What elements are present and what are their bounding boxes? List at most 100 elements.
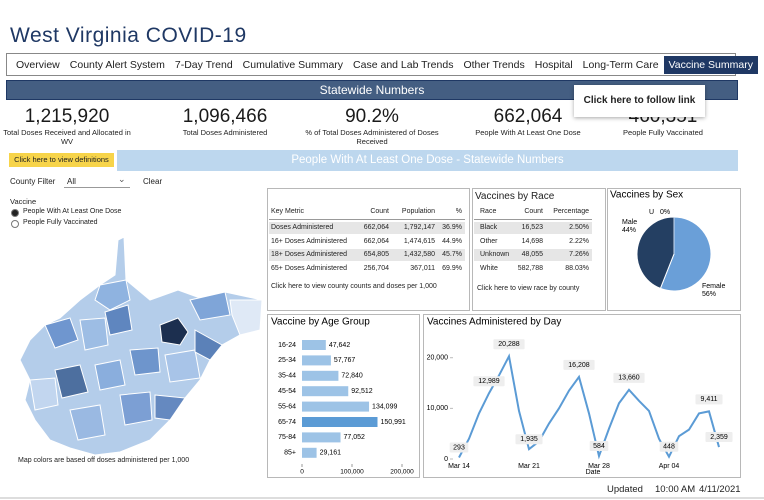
value-label: 584 (593, 443, 605, 450)
nav-tab[interactable]: Cumulative Summary (242, 58, 344, 71)
chart-title: Vaccines Administered by Day (427, 317, 561, 328)
table-cell: 654,805 (363, 251, 389, 258)
header-rule (269, 219, 465, 220)
table-header: Key Metric (271, 208, 305, 215)
table-cell: 44.9% (442, 237, 462, 245)
value-label: 57,767 (334, 357, 356, 364)
page-title: West Virginia COVID-19 (10, 24, 247, 47)
label-box (659, 441, 679, 452)
nav-tab[interactable]: Other Trends (463, 58, 525, 71)
map-note: Map colors are based off doses administe… (18, 457, 190, 464)
footer-label: Updated (607, 484, 643, 495)
label-box (515, 434, 543, 445)
pie-value-label: 44% (622, 227, 636, 234)
kpi-label: People With At Least One Dose (475, 128, 581, 137)
label-box (473, 376, 505, 387)
chart-title: Vaccine by Age Group (271, 317, 370, 328)
table-cell: Doses Administered (271, 224, 334, 231)
county[interactable] (164, 349, 201, 383)
table-cell: 367,011 (410, 264, 435, 272)
pie-label: U (649, 209, 654, 216)
y-tick-label: 16-24 (278, 342, 296, 349)
y-tick-label: 65-74 (278, 419, 296, 426)
county[interactable] (44, 317, 79, 349)
table-cell: 7.26% (569, 251, 589, 258)
radio-label: People With At Least One Dose (23, 208, 122, 215)
statewide-banner: Statewide Numbers (6, 80, 738, 100)
label-box (493, 339, 525, 350)
x-tick-label: 0 (300, 469, 304, 476)
label-box (705, 432, 733, 443)
county[interactable] (159, 317, 189, 346)
county[interactable] (154, 394, 186, 421)
county[interactable] (229, 299, 263, 336)
kpi-label: % of Total Doses Administered of Doses R… (305, 128, 439, 146)
clear-button[interactable]: Clear (143, 177, 163, 186)
county[interactable] (29, 377, 59, 411)
x-tick-label: Apr 04 (659, 463, 680, 470)
county[interactable] (69, 404, 106, 441)
x-tick-label: Mar 21 (518, 463, 540, 470)
vaccine-label: Vaccine (10, 197, 37, 206)
table-cell: 45.7% (442, 251, 462, 258)
bar (302, 447, 317, 458)
nav-tab[interactable]: 7-Day Trend (174, 58, 233, 71)
row-band (269, 222, 465, 234)
kpi-label: Total Doses Administered (182, 128, 268, 137)
county[interactable] (94, 359, 126, 391)
bar (302, 417, 378, 427)
county[interactable] (104, 304, 133, 336)
table-cell: 2.22% (569, 237, 589, 245)
table-cell: 1,792,147 (403, 224, 435, 231)
radio-button[interactable] (11, 220, 19, 228)
nav-tab[interactable]: Overview (16, 58, 60, 71)
value-label: 47,642 (329, 342, 351, 349)
value-label: 20,288 (498, 341, 520, 348)
county[interactable] (194, 329, 223, 361)
value-label: 12,989 (478, 378, 500, 385)
x-tick-label: 100,000 (340, 469, 364, 476)
nav-tab[interactable]: Vaccine Summary (663, 55, 758, 74)
nav-tab[interactable]: Case and Lab Trends (353, 58, 454, 71)
bar (302, 386, 349, 397)
nav-tab[interactable]: Hospital (534, 58, 573, 71)
value-label: 293 (453, 444, 465, 451)
dropdown-arrow: ⌄ (118, 174, 126, 184)
county[interactable] (79, 317, 109, 351)
table-cell: 2.50% (569, 224, 589, 231)
footer-date: 4/11/2021 (699, 484, 741, 495)
county[interactable] (54, 364, 89, 399)
pie-slice (659, 216, 712, 292)
nav-tab[interactable]: County Alert System (69, 58, 165, 71)
table-link[interactable]: Click here to view county counts and dos… (271, 283, 437, 290)
line-series (458, 353, 720, 460)
table-header: Population (401, 208, 435, 215)
footer-time: 10:00 AM (655, 484, 696, 495)
nav-bar: Overview County Alert System 7-Day Trend Cu… (6, 53, 758, 76)
bar (302, 340, 326, 350)
nav-tab[interactable]: Long-Term Care (582, 58, 659, 71)
definitions-button[interactable]: Click here to view definitions (9, 153, 114, 167)
radio-button[interactable] (11, 209, 19, 217)
pie-label: Male (622, 219, 637, 226)
pie-value-label: 0% (660, 209, 670, 216)
label-box (449, 442, 469, 453)
pie-value-label: 56% (702, 291, 716, 298)
bar (302, 432, 341, 443)
row-band (474, 249, 592, 261)
tooltip: Click here to follow link (574, 85, 705, 117)
county[interactable] (119, 391, 153, 426)
value-label: 2,359 (710, 434, 728, 441)
table-cell: 1,432,580 (403, 251, 435, 258)
row-band (474, 222, 592, 234)
county[interactable] (189, 291, 231, 321)
table-cell: 582,788 (517, 264, 543, 272)
kpi-value: 1,096,466 (182, 106, 268, 127)
county-dropdown[interactable]: All (64, 175, 130, 188)
y-tick-label: 45-54 (278, 388, 296, 395)
county[interactable] (129, 347, 161, 376)
table-link[interactable]: Click here to view race by county (477, 285, 580, 292)
county[interactable] (94, 279, 131, 311)
bar (302, 355, 331, 366)
